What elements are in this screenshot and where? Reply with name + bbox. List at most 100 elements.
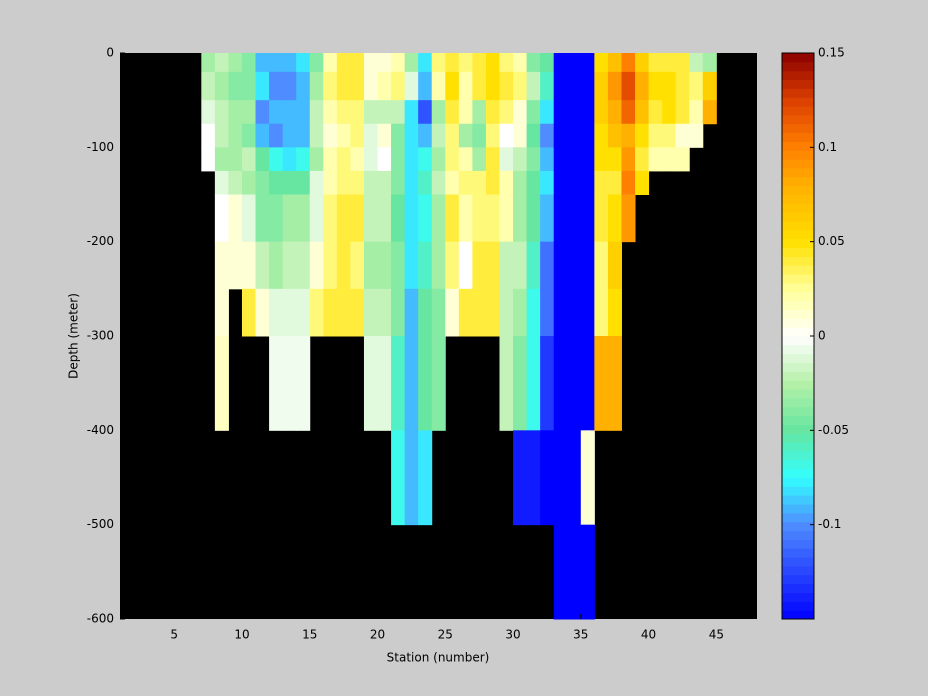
heat-cell: [553, 288, 568, 337]
heat-cell: [499, 71, 514, 101]
heat-cell: [580, 430, 595, 526]
heat-cell: [513, 53, 528, 73]
heat-cell: [567, 123, 582, 148]
heat-cell: [269, 336, 284, 431]
heat-cell: [513, 71, 528, 101]
colorbar-band: [782, 150, 814, 160]
heat-cell: [567, 336, 582, 431]
heat-cell: [228, 53, 243, 73]
heat-cell: [418, 53, 433, 73]
colorbar-tick-label: 0.05: [818, 234, 845, 248]
heat-cell: [309, 241, 324, 290]
heat-cell: [214, 170, 229, 195]
colorbar-band: [782, 601, 814, 611]
heat-cell: [431, 53, 446, 73]
heat-cell: [214, 71, 229, 101]
colorbar-tick-label: 0.15: [818, 46, 845, 60]
heat-cell: [635, 100, 650, 125]
heat-cell: [607, 71, 622, 101]
colorbar-band: [782, 539, 814, 549]
heat-cell: [635, 53, 650, 73]
heat-cell: [404, 53, 419, 73]
heat-cell: [499, 336, 514, 431]
heat-cell: [567, 53, 582, 73]
heat-cell: [553, 100, 568, 125]
heat-cell: [431, 147, 446, 172]
heat-cell: [567, 241, 582, 290]
heat-cell: [594, 241, 609, 290]
heat-cell: [675, 100, 690, 125]
heat-cell: [418, 147, 433, 172]
heat-cell: [201, 123, 216, 148]
heat-cell: [363, 147, 379, 172]
heat-cell: [621, 194, 636, 243]
heat-cell: [269, 194, 284, 243]
colorbar-band: [782, 159, 814, 169]
heat-cell: [269, 170, 284, 195]
heat-cell: [282, 147, 297, 172]
colorbar-band: [782, 380, 814, 390]
x-tick-label: 25: [438, 628, 453, 642]
heat-cell: [472, 170, 487, 195]
heat-cell: [377, 123, 392, 148]
colorbar-band: [782, 167, 814, 178]
heat-cell: [363, 71, 379, 101]
colorbar-band: [782, 203, 814, 213]
heat-cell: [241, 170, 257, 195]
heat-cell: [350, 71, 365, 101]
heat-cell: [580, 147, 595, 172]
colorbar-band: [782, 132, 814, 142]
heat-cell: [662, 100, 677, 125]
heat-cell: [377, 288, 392, 337]
colorbar-band: [782, 106, 814, 116]
heat-cell: [702, 53, 717, 73]
heat-cell: [607, 336, 622, 431]
heat-cell: [675, 147, 690, 172]
heat-cell: [485, 170, 500, 195]
heat-cell: [445, 288, 460, 337]
heat-cell: [363, 100, 379, 125]
heat-cell: [391, 194, 406, 243]
heat-cell: [526, 71, 541, 101]
colorbar-tick-label: -0.05: [818, 423, 849, 437]
y-tick-label: -300: [87, 329, 114, 343]
heat-cell: [472, 147, 487, 172]
y-tick-label: 0: [106, 46, 114, 60]
heat-cell: [513, 336, 528, 431]
heat-cell: [418, 100, 433, 125]
heat-cell: [445, 100, 460, 125]
y-tick-label: -200: [87, 234, 114, 248]
heat-cell: [485, 194, 500, 243]
heat-cell: [296, 147, 311, 172]
colorbar-band: [782, 371, 814, 381]
heat-cell: [635, 147, 650, 172]
heat-cell: [445, 71, 460, 101]
heat-cell: [363, 170, 379, 195]
heat-cell: [621, 71, 636, 101]
heat-cell: [580, 288, 595, 337]
heat-cell: [377, 100, 392, 125]
heat-cell: [228, 71, 243, 101]
heat-cell: [431, 100, 446, 125]
colorbar-band: [782, 459, 814, 470]
heat-cell: [580, 71, 595, 101]
heat-cell: [201, 53, 216, 73]
heat-cell: [607, 100, 622, 125]
heat-cell: [336, 53, 351, 73]
heat-cell: [621, 123, 636, 148]
colorbar-band: [782, 389, 814, 399]
heat-cell: [377, 71, 392, 101]
heat-cell: [201, 100, 216, 125]
heat-cell: [323, 194, 338, 243]
heat-cell: [282, 71, 297, 101]
heat-cell: [553, 241, 568, 290]
heat-cell: [214, 123, 229, 148]
heat-cell: [323, 147, 338, 172]
heat-cell: [594, 194, 609, 243]
heat-cell: [255, 71, 270, 101]
heat-cell: [513, 170, 528, 195]
colorbar-band: [782, 583, 814, 593]
heat-cell: [540, 100, 555, 125]
heat-cell: [607, 194, 622, 243]
colorbar-band: [782, 141, 814, 151]
